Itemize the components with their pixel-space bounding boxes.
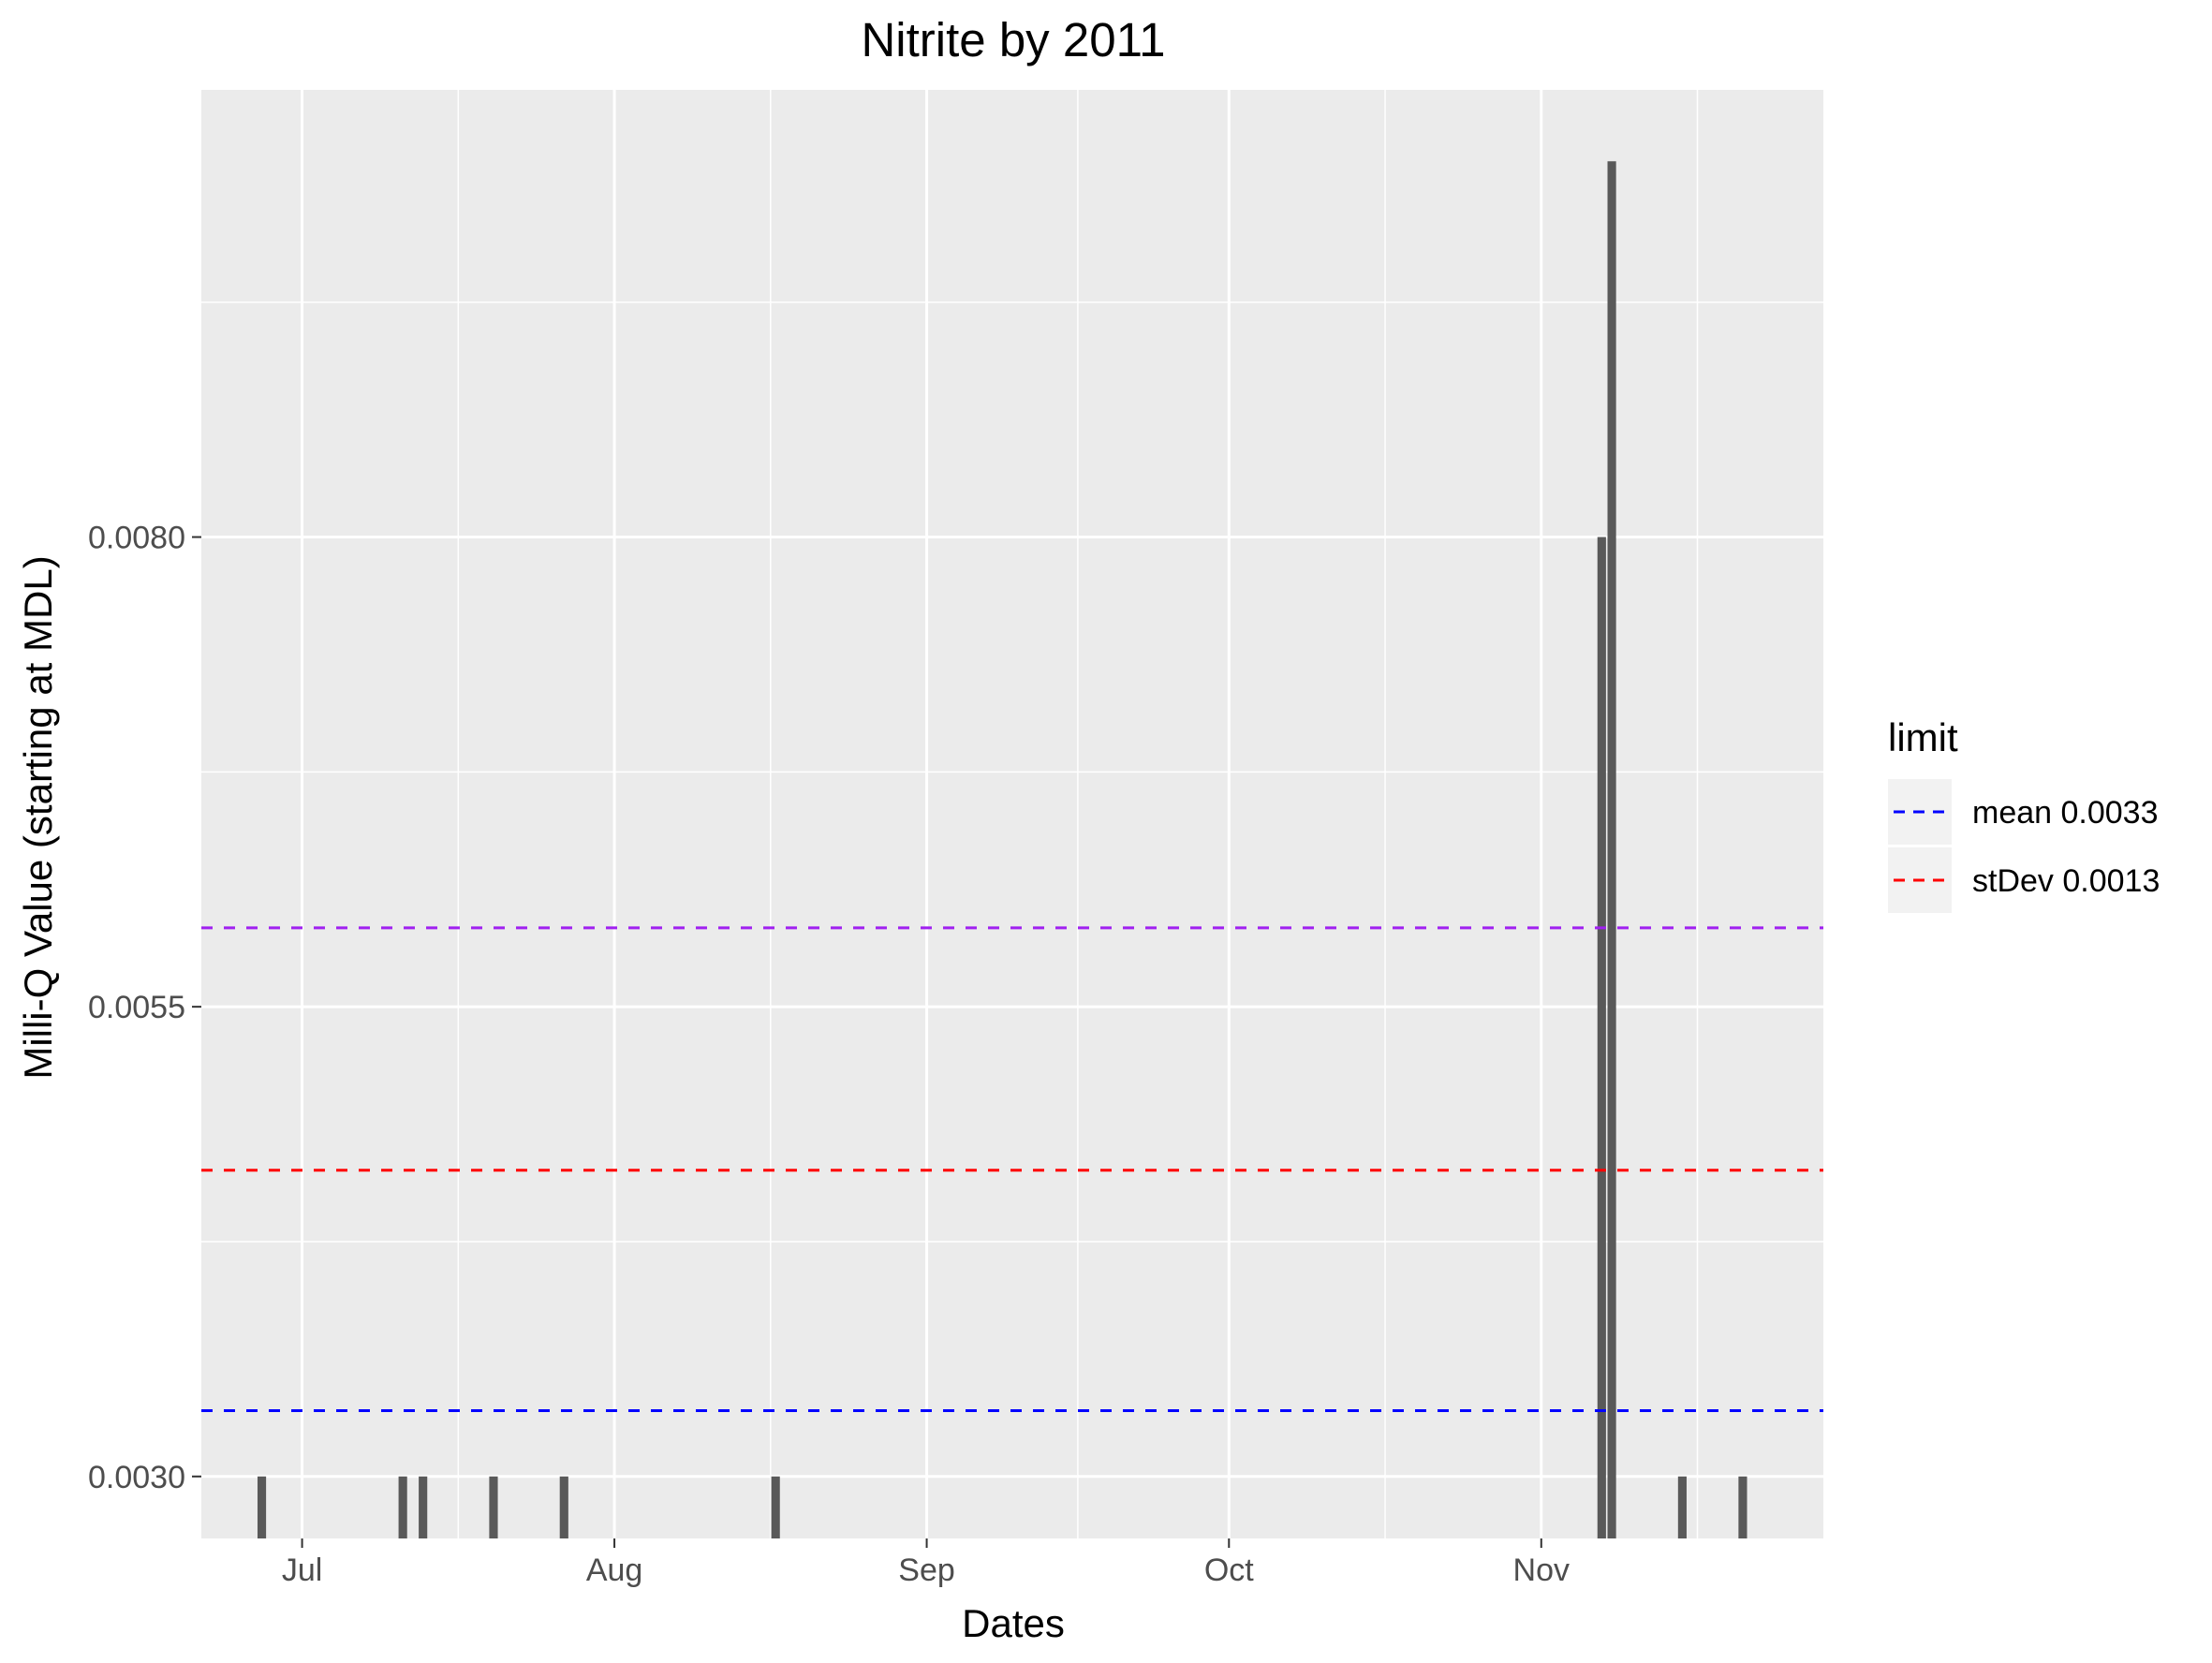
legend-label: stDev 0.0013 (1972, 863, 2160, 899)
bar (559, 1476, 568, 1538)
x-tick-label: Aug (586, 1553, 643, 1588)
bars (257, 161, 1747, 1538)
panel-background (201, 90, 1823, 1538)
y-tick-label: 0.0055 (88, 990, 185, 1025)
legend-title: limit (1888, 715, 1958, 759)
y-tick-label: 0.0080 (88, 521, 185, 556)
minor-gridlines (201, 90, 1823, 1538)
x-axis-label: Dates (962, 1601, 1065, 1645)
bar (1607, 161, 1616, 1538)
bar (1738, 1476, 1747, 1538)
x-tick-label: Sep (898, 1553, 955, 1588)
bar (398, 1476, 407, 1538)
bar (1677, 1476, 1687, 1538)
x-tick-label: Oct (1204, 1553, 1254, 1588)
bar (489, 1476, 498, 1538)
y-axis-label: Milli-Q Value (starting at MDL) (16, 555, 60, 1079)
x-tick-label: Nov (1513, 1553, 1570, 1588)
bar (419, 1476, 428, 1538)
axes: Jul Aug Sep Oct Nov 0.0030 0.0055 0.0080 (88, 521, 1570, 1588)
bar (1597, 537, 1606, 1538)
bar (771, 1476, 780, 1538)
legend: limit mean 0.0033 stDev 0.0013 (1888, 715, 2160, 913)
y-tick-label: 0.0030 (88, 1460, 185, 1495)
x-tick-label: Jul (282, 1553, 322, 1588)
chart-title: Nitrite by 2011 (861, 13, 1165, 66)
plot-panel (201, 90, 1823, 1538)
reference-lines (201, 926, 1823, 1413)
major-gridlines (201, 90, 1823, 1538)
bar (257, 1476, 267, 1538)
legend-label: mean 0.0033 (1972, 795, 2159, 831)
